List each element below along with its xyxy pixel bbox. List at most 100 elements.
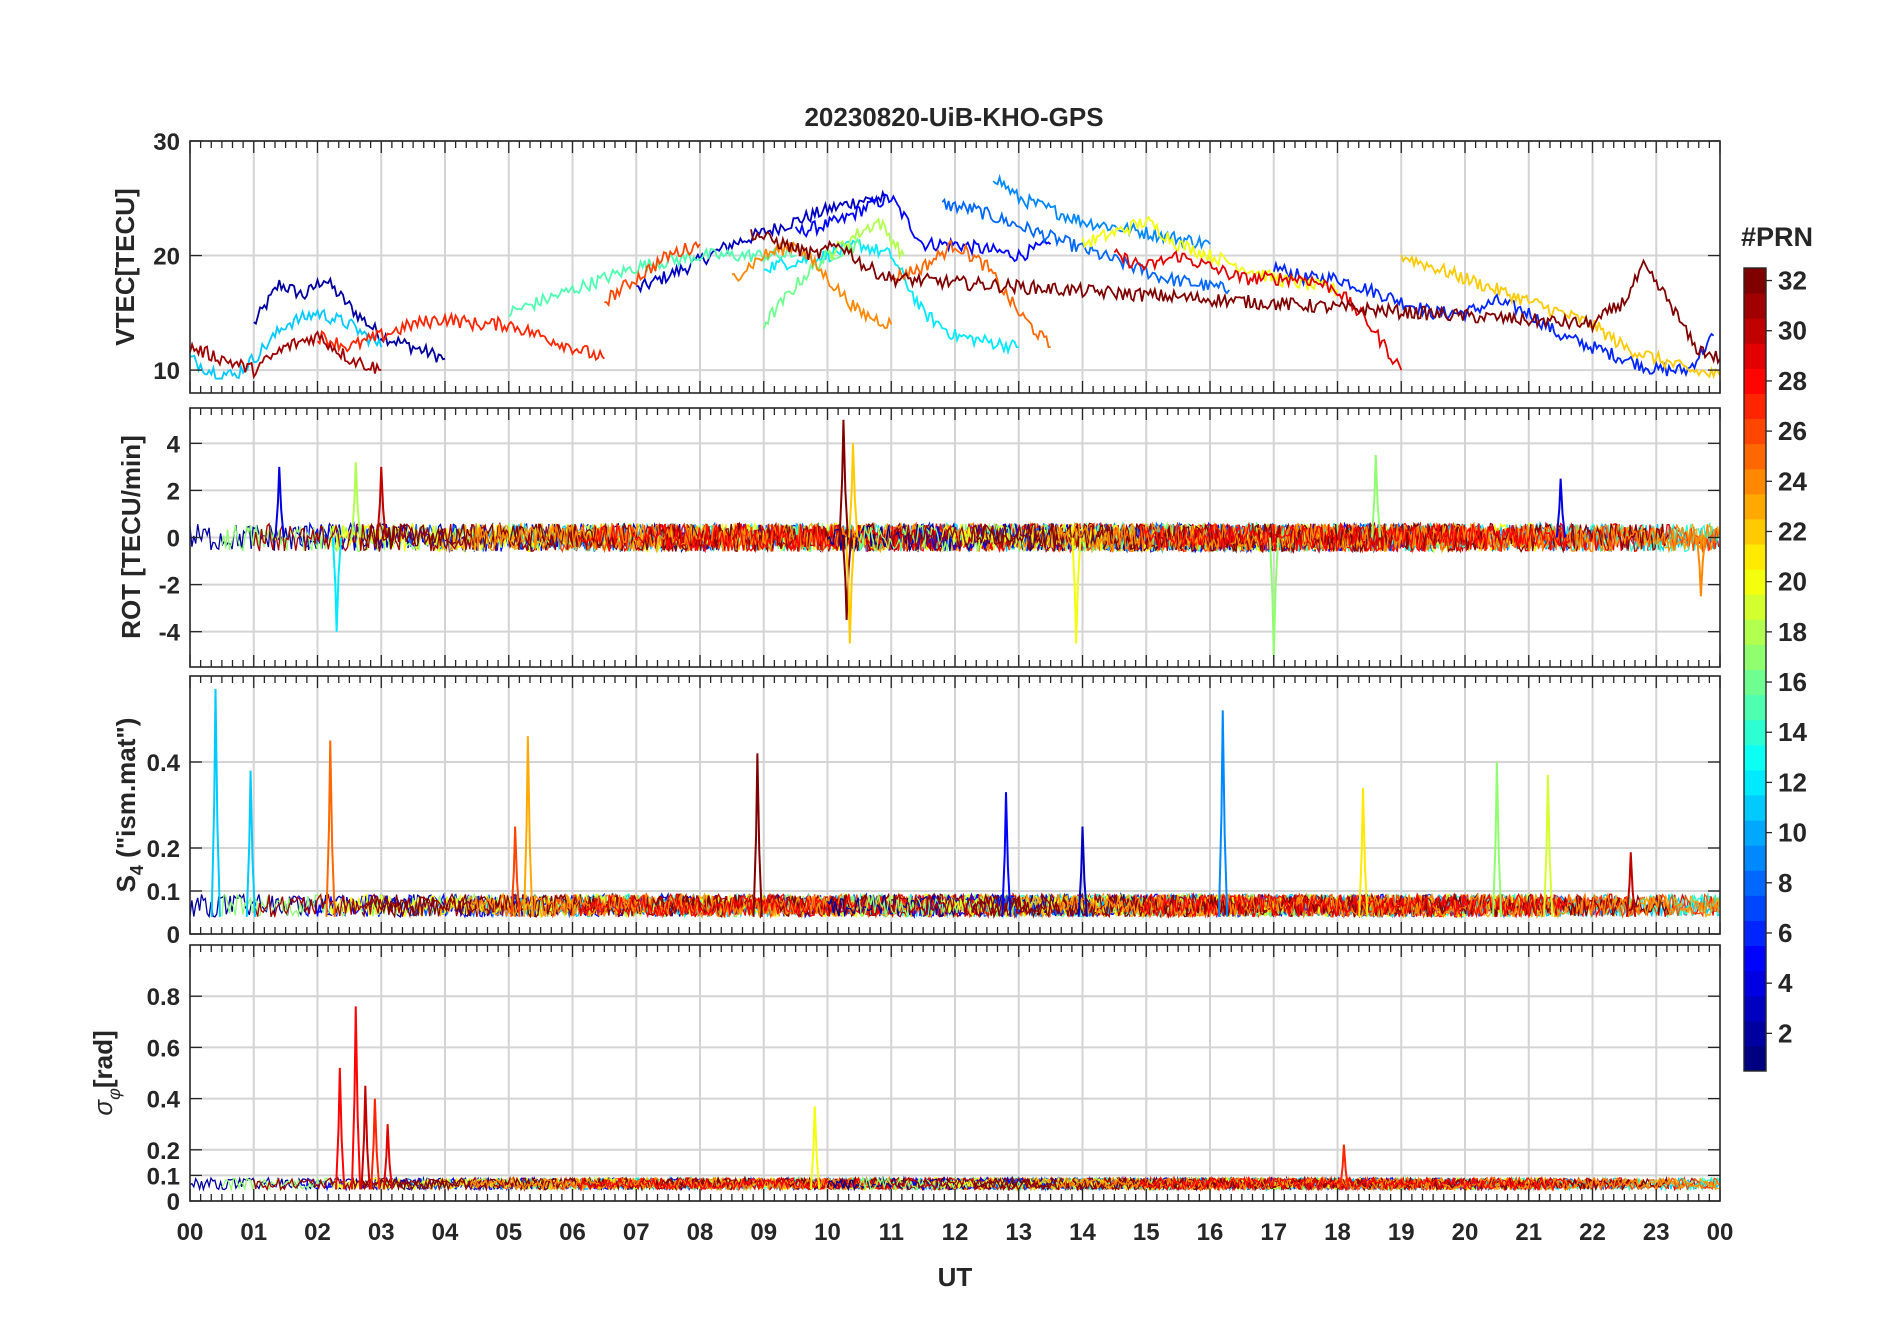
vtec-track-prn-8 [941,197,1230,295]
s4-ytick-label: 0 [167,922,180,949]
sigphi-spike-prn-27 [1339,1144,1350,1190]
sigphi-ytick-label: 0.4 [147,1087,181,1114]
colorbar-band-prn-19 [1744,594,1766,620]
vtec-track-prn-6 [1272,260,1715,378]
x-tick-label: 17 [1260,1219,1287,1246]
rot-trace2-prn-28 [1139,521,1568,554]
x-tick-label: 22 [1579,1219,1606,1246]
x-tick-label: 05 [495,1219,522,1246]
colorbar-band-prn-22 [1744,518,1766,545]
s4-spike-prn-32 [752,753,763,917]
rot-ytick-label: 2 [167,478,180,505]
s4-trace2-prn-28 [1139,892,1568,919]
x-tick-labels: 00 01 02 03 04 05 06 07 08 09 10 11 12 13 14 15 16 17 18 19… [177,1219,1734,1246]
x-tick-label: 10 [814,1219,841,1246]
colorbar-label: #PRN [1741,222,1813,252]
sigphi-trace2-prn-28 [1139,1175,1567,1192]
s4-spike-prn-23 [523,736,534,917]
panel-sigphi: 0.8 0.6 0.4 0.20.10 σφ[rad] [88,944,1721,1216]
colorbar-tick-label: 18 [1778,617,1807,647]
sigphi-ytick-label: 0.1 [147,1163,180,1190]
vtec-track-prn-26 [604,240,701,308]
colorbar-band-prn-8 [1744,870,1766,896]
vtec-track-prn-12 [763,238,1019,356]
colorbar-band-prn-7 [1744,895,1766,921]
s4-spike-prn-21 [1358,787,1369,917]
colorbar-tick-label: 16 [1778,667,1807,697]
s4-ylabel-rest: ("ism.mat") [111,718,141,865]
vtec-track-prn-9 [992,173,1211,250]
rot-spike-prn-18 [350,462,362,538]
x-tick-label: 20 [1452,1219,1479,1246]
vtec-track-prn-22 [1400,254,1721,380]
colorbar-band-prn-17 [1744,644,1766,670]
rot-spike-prn-30 [376,466,387,538]
x-tick-label: 16 [1197,1219,1224,1246]
s4-ytick-label: 0.2 [147,836,180,863]
vtec-ytick-label: 20 [153,244,180,271]
colorbar-band-prn-14 [1744,719,1766,746]
colorbar-tick-label: 26 [1778,416,1807,446]
x-tick-label: 21 [1515,1219,1542,1246]
colorbar-band-prn-30 [1744,318,1766,344]
colorbar-band-prn-25 [1744,443,1766,470]
colorbar-band-prn-27 [1744,393,1766,420]
rot-spike-prn-24 [1696,537,1707,597]
sigphi-ytick-label: 0.8 [147,984,180,1011]
colorbar-band-prn-21 [1744,544,1766,570]
x-tick-label: 09 [750,1219,777,1246]
colorbar-tick-label: 14 [1778,717,1807,747]
vtec-track-prn-31 [189,330,382,380]
colorbar-band-prn-2 [1744,1020,1766,1047]
sigphi-ytick-label: 0.6 [147,1035,180,1062]
sigphi-ytick-label: 0.2 [147,1138,180,1165]
vtec-track-prn-24 [731,241,893,330]
vtec-ytick-label: 30 [153,129,180,156]
sigphi-trace-prn-32 [361,1175,956,1192]
rot-ytick-label: -2 [159,573,180,600]
colorbar-tick-label: 8 [1778,868,1792,898]
x-tick-label: 06 [559,1219,586,1246]
x-tick-label: 15 [1133,1219,1160,1246]
s4-ticks: 0.4 0.2 0.1 0 [147,676,1721,949]
rot-ylabel: ROT [TECU/min] [116,435,146,639]
x-tick-label: 18 [1324,1219,1351,1246]
colorbar-tick-label: 24 [1778,466,1807,496]
sigphi-ylabel-main: σ [88,1099,118,1116]
rot-spike-prn-32 [841,537,853,620]
s4-ylabel-main: S [111,875,141,892]
sigphi-series-lines [189,1006,1720,1193]
colorbar-tick-label: 32 [1778,266,1807,296]
s4-ytick-label: 0.4 [147,750,181,777]
s4-spike-prn-25 [325,740,336,917]
panel-vtec: 10 20 30 VTEC[TECU] [110,129,1721,394]
colorbar-tick-label: 30 [1778,316,1807,346]
rot-spike-prn-4 [274,466,285,538]
x-tick-label: 03 [368,1219,395,1246]
vtec-track-prn-18 [827,216,905,262]
colorbar-tick-label: 28 [1778,366,1807,396]
panel-rot: 4 2 0 -2 -4 ROT [TECU/min] [116,407,1721,668]
colorbar-tick-label: 6 [1778,918,1792,948]
s4-spike-prn-11 [245,770,257,917]
vtec-track-prn-20 [1081,215,1339,298]
colorbar-band-prn-29 [1744,343,1766,369]
sigphi-ytick-label: 0 [167,1189,180,1216]
sigphi-ticks: 0.8 0.6 0.4 0.20.10 [147,945,1721,1216]
panel-s4: 0.4 0.2 0.1 0 S4 ("ism.mat") [111,675,1721,949]
colorbar-tick-label: 12 [1778,767,1807,797]
colorbar-band-prn-9 [1744,845,1766,871]
colorbar-band-prn-24 [1744,468,1766,495]
colorbar-band-prn-26 [1744,418,1766,445]
x-tick-label: 12 [942,1219,969,1246]
s4-ytick-label: 0.1 [147,879,180,906]
vtec-track-prn-5 [794,193,1052,263]
colorbar-band-prn-3 [1744,995,1766,1022]
colorbar-band-prn-31 [1744,293,1766,319]
x-tick-label: 00 [177,1219,204,1246]
rot-spike-prn-20 [1071,537,1082,644]
colorbar-band-prn-1 [1744,1045,1766,1072]
rot-spike-prn-22 [844,537,856,644]
s4-spike-prn-11 [210,688,221,917]
